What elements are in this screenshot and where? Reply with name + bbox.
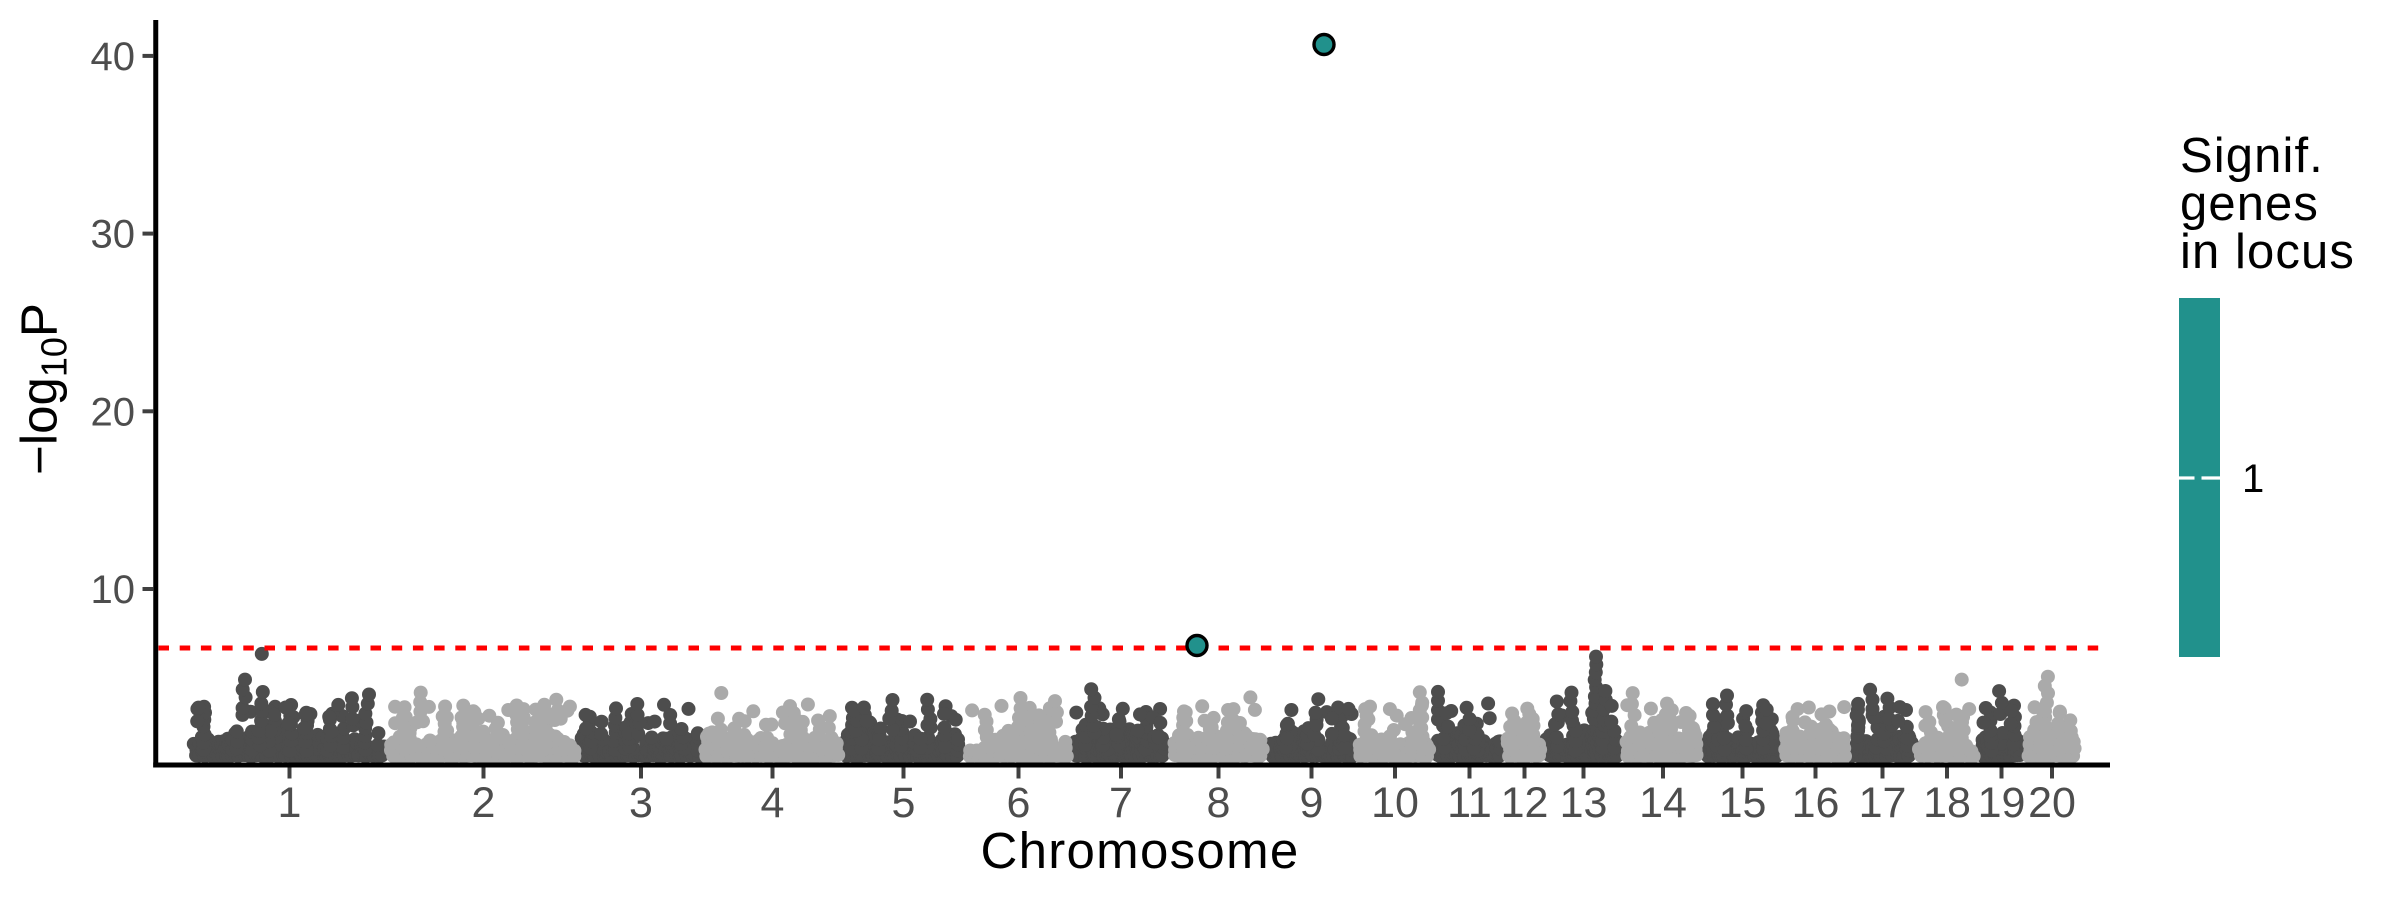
- svg-text:17: 17: [1859, 779, 1907, 827]
- svg-text:20: 20: [2028, 779, 2076, 827]
- svg-text:7: 7: [1109, 779, 1133, 827]
- svg-text:9: 9: [1300, 779, 1324, 827]
- svg-text:genes: genes: [2180, 177, 2319, 231]
- svg-text:4: 4: [761, 779, 785, 827]
- svg-text:19: 19: [1978, 779, 2026, 827]
- svg-text:6: 6: [1007, 779, 1031, 827]
- svg-text:3: 3: [629, 779, 653, 827]
- svg-text:10: 10: [1371, 779, 1419, 827]
- svg-text:Chromosome: Chromosome: [980, 822, 1299, 879]
- svg-text:40: 40: [91, 35, 136, 79]
- svg-text:Signif.: Signif.: [2180, 129, 2324, 183]
- svg-text:10: 10: [91, 568, 136, 612]
- svg-text:1: 1: [2242, 457, 2264, 501]
- svg-text:8: 8: [1207, 779, 1231, 827]
- svg-text:12: 12: [1501, 779, 1549, 827]
- svg-text:−log10P: −log10P: [11, 303, 75, 475]
- svg-text:18: 18: [1923, 779, 1971, 827]
- svg-text:11: 11: [1447, 779, 1492, 827]
- svg-text:14: 14: [1639, 779, 1687, 827]
- svg-text:16: 16: [1792, 779, 1840, 827]
- svg-text:30: 30: [91, 213, 136, 257]
- svg-text:15: 15: [1719, 779, 1767, 827]
- svg-text:2: 2: [472, 779, 496, 827]
- svg-text:1: 1: [278, 779, 302, 827]
- svg-text:13: 13: [1560, 779, 1608, 827]
- svg-text:5: 5: [892, 779, 916, 827]
- svg-text:in locus: in locus: [2180, 225, 2355, 279]
- svg-text:20: 20: [91, 390, 136, 434]
